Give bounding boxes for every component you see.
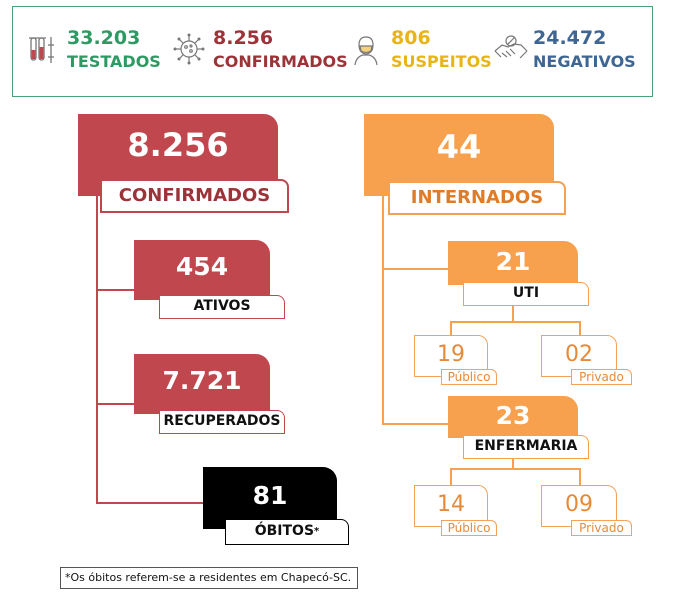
uti-value: 21 — [495, 247, 531, 276]
ativos-label: ATIVOS — [159, 295, 285, 319]
left-tree-branch-obitos — [96, 502, 204, 504]
enfermaria-privado-label: Privado — [571, 520, 632, 536]
recuperados-card: 7.721 — [134, 354, 270, 414]
uti-card: 21 — [448, 241, 578, 285]
confirmados-label: CONFIRMADOS — [100, 179, 289, 213]
suspeitos-label: SUSPEITOS — [391, 52, 492, 71]
confirmados-value: 8.256 — [127, 126, 229, 164]
enfermaria-split-vertical — [512, 459, 514, 469]
obitos-card: 81 — [203, 467, 337, 529]
stat-testados: 33.203 TESTADOS — [27, 25, 167, 79]
negativos-label: NEGATIVOS — [533, 52, 636, 71]
enfermaria-label: ENFERMARIA — [463, 435, 589, 459]
uti-privado-label: Privado — [571, 369, 632, 385]
enfermaria-split-horizontal — [450, 468, 580, 470]
enfermaria-publico-value: 14 — [437, 492, 465, 517]
stat-suspeitos: 806 SUSPEITOS — [351, 25, 492, 79]
testados-label: TESTADOS — [67, 52, 161, 71]
right-tree-branch-uti — [382, 268, 448, 270]
obitos-value: 81 — [252, 481, 288, 510]
internados-label: INTERNADOS — [388, 181, 566, 215]
right-tree-vertical-line — [382, 196, 384, 424]
uti-publico-label: Público — [441, 369, 497, 385]
ativos-card: 454 — [134, 240, 270, 300]
enfermaria-publico-label: Público — [441, 520, 497, 536]
enfermaria-value: 23 — [495, 401, 531, 430]
obitos-asterisk: * — [314, 526, 320, 537]
virus-icon — [173, 33, 205, 65]
test-tubes-icon — [29, 37, 54, 63]
left-tree-branch-ativos — [96, 289, 134, 291]
stat-confirmados: 8.256 CONFIRMADOS — [173, 25, 348, 79]
footnote: *Os óbitos referem-se a residentes em Ch… — [60, 567, 358, 589]
suspeitos-value: 806 — [391, 27, 431, 49]
negativos-value: 24.472 — [533, 27, 607, 49]
obitos-label: ÓBITOS — [254, 523, 315, 539]
uti-publico-value: 19 — [437, 342, 465, 367]
recuperados-value: 7.721 — [162, 366, 242, 395]
uti-split-left — [450, 321, 452, 335]
confirmados-summary-label: CONFIRMADOS — [213, 52, 348, 71]
uti-split-vertical — [512, 306, 514, 322]
handshake-icon — [494, 35, 528, 59]
enfermaria-card: 23 — [448, 396, 578, 438]
internados-value: 44 — [436, 128, 482, 166]
uti-split-horizontal — [450, 321, 580, 323]
masked-person-icon — [354, 36, 378, 66]
enfermaria-split-left — [450, 468, 452, 485]
stat-negativos: 24.472 NEGATIVOS — [493, 25, 643, 79]
recuperados-label: RECUPERADOS — [159, 410, 285, 434]
enfermaria-split-right — [579, 468, 581, 485]
summary-bar: 33.203 TESTADOS 8.256 CONFIRMADOS — [12, 6, 653, 97]
uti-privado-value: 02 — [565, 342, 593, 367]
confirmados-summary-value: 8.256 — [213, 27, 274, 49]
left-tree-vertical-line — [96, 196, 98, 503]
testados-value: 33.203 — [67, 27, 141, 49]
uti-label: UTI — [463, 282, 589, 306]
uti-publico-box: 19 — [414, 335, 488, 377]
enfermaria-privado-value: 09 — [565, 492, 593, 517]
uti-split-right — [579, 321, 581, 335]
ativos-value: 454 — [175, 252, 229, 281]
left-tree-branch-recuperados — [96, 403, 134, 405]
obitos-label-box: ÓBITOS* — [225, 519, 349, 545]
right-tree-branch-enfermaria — [382, 423, 448, 425]
